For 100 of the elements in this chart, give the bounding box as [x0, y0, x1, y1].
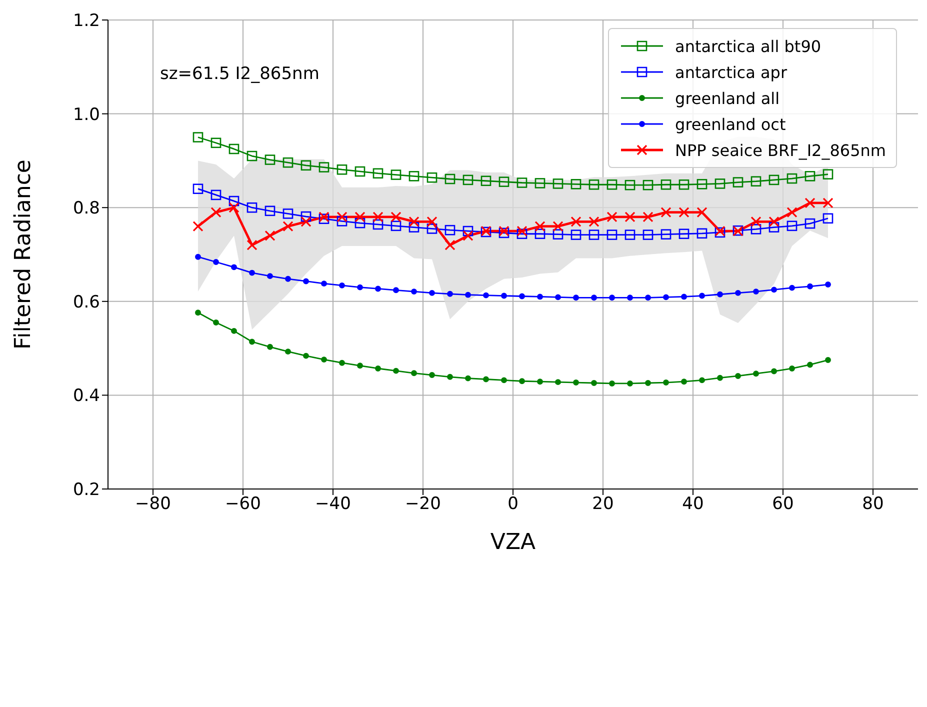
- point: [372, 219, 384, 230]
- point: [264, 206, 276, 216]
- point: [750, 176, 762, 186]
- point: [750, 224, 762, 234]
- point: [606, 230, 618, 240]
- point: [192, 184, 204, 194]
- point: [735, 372, 741, 379]
- legend-label: greenland all: [675, 88, 780, 108]
- x-tick-label: −80: [135, 494, 171, 514]
- point: [642, 180, 654, 190]
- y-tick-label: 0.2: [72, 480, 100, 500]
- point: [804, 198, 816, 208]
- point: [408, 216, 420, 227]
- point: [321, 280, 327, 287]
- x-tick-label: 40: [682, 494, 704, 514]
- point: [552, 178, 564, 189]
- point: [606, 179, 618, 190]
- point: [570, 230, 582, 240]
- point: [444, 224, 456, 236]
- point: [480, 176, 492, 186]
- point: [591, 294, 597, 301]
- point: [822, 198, 834, 208]
- point: [786, 206, 798, 218]
- point: [609, 294, 615, 301]
- point: [516, 226, 528, 236]
- point: [825, 357, 831, 363]
- point: [624, 180, 636, 190]
- x-tick-label: 80: [862, 494, 884, 514]
- point: [339, 282, 345, 288]
- point: [627, 294, 633, 301]
- point: [357, 284, 363, 290]
- point: [588, 179, 600, 190]
- point: [663, 380, 669, 386]
- point: [267, 273, 273, 280]
- point: [426, 172, 438, 183]
- point: [246, 150, 258, 162]
- point: [807, 283, 813, 290]
- point: [552, 221, 564, 232]
- point: [606, 212, 618, 222]
- y-tick-label: 0.8: [72, 198, 100, 219]
- point: [210, 138, 222, 148]
- point: [699, 377, 705, 384]
- point: [516, 178, 528, 188]
- point: [714, 178, 726, 189]
- point: [570, 216, 582, 227]
- point: [591, 380, 597, 386]
- point: [573, 294, 579, 301]
- point: [195, 310, 201, 316]
- legend-label: NPP seaice BRF_I2_865nm: [675, 140, 886, 160]
- point: [642, 230, 654, 240]
- point: [768, 222, 780, 232]
- point: [462, 230, 474, 242]
- point: [426, 216, 438, 227]
- point: [609, 380, 615, 386]
- point: [768, 216, 780, 227]
- point: [228, 202, 240, 213]
- point: [678, 179, 690, 190]
- point: [300, 211, 312, 222]
- point: [681, 294, 687, 300]
- point: [588, 216, 600, 227]
- point: [285, 276, 291, 282]
- point: [372, 212, 384, 222]
- legend-label: greenland oct: [675, 114, 786, 134]
- point: [786, 173, 798, 184]
- point: [555, 379, 561, 386]
- x-tick-label: 0: [508, 494, 518, 514]
- point: [498, 176, 510, 187]
- point: [465, 375, 471, 382]
- point: [519, 293, 525, 300]
- point: [822, 213, 834, 224]
- y-tick-label: 0.6: [72, 292, 100, 312]
- point: [249, 338, 255, 345]
- point: [231, 328, 237, 334]
- point: [228, 144, 240, 154]
- point: [390, 212, 402, 222]
- point: [660, 206, 672, 218]
- point: [264, 230, 276, 242]
- point: [768, 174, 780, 186]
- point: [588, 230, 600, 240]
- point: [771, 286, 777, 293]
- point: [447, 374, 453, 380]
- point: [336, 212, 348, 222]
- point: [372, 168, 384, 179]
- point: [789, 365, 795, 372]
- point: [354, 166, 366, 177]
- point: [501, 377, 507, 384]
- point: [483, 292, 489, 298]
- x-tick-label: 20: [592, 494, 614, 514]
- x-axis-title: VZA: [490, 530, 536, 555]
- point: [753, 370, 759, 377]
- point: [282, 208, 294, 219]
- legend-label: antarctica all bt90: [675, 36, 822, 56]
- point: [462, 226, 474, 236]
- x-tick-label: −60: [225, 494, 261, 514]
- point: [393, 287, 399, 294]
- point: [210, 190, 222, 200]
- point: [195, 254, 201, 260]
- point: [807, 362, 813, 368]
- point: [537, 294, 543, 300]
- point: [282, 221, 294, 232]
